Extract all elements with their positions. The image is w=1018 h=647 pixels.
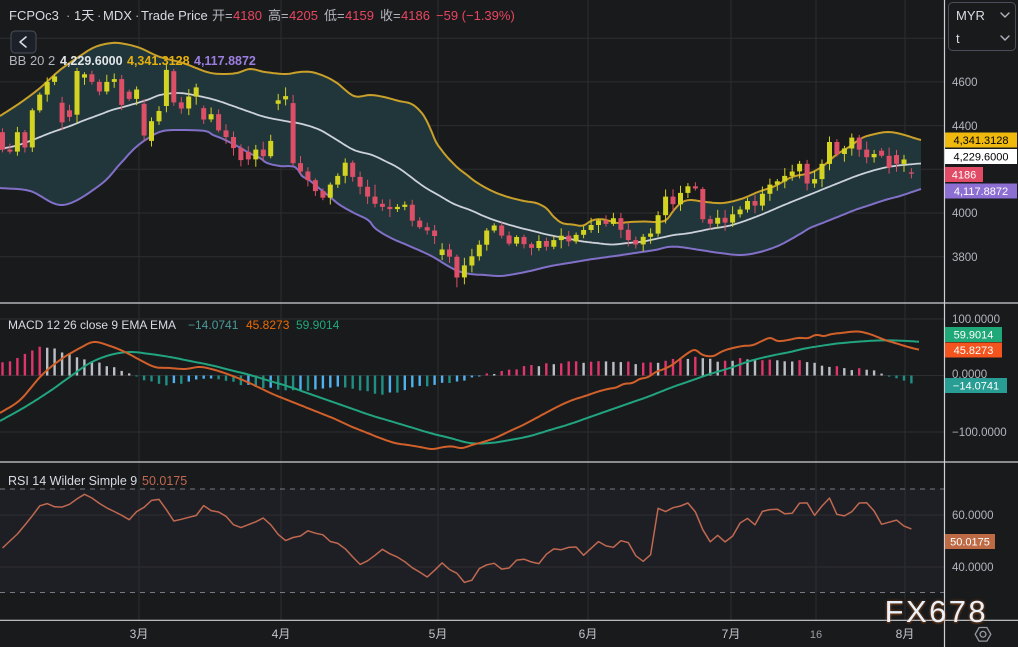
svg-text:·: · <box>135 8 139 23</box>
svg-text:4,117.8872: 4,117.8872 <box>954 186 1008 198</box>
svg-text:4,229.6000: 4,229.6000 <box>60 54 123 68</box>
svg-text:4186: 4186 <box>401 8 430 23</box>
svg-text:8月: 8月 <box>896 627 915 641</box>
svg-text:4600: 4600 <box>952 77 978 89</box>
svg-text:FCPOc3: FCPOc3 <box>9 8 59 23</box>
svg-text:1天: 1天 <box>74 8 94 23</box>
svg-text:59.9014: 59.9014 <box>296 318 340 332</box>
svg-text:5月: 5月 <box>429 627 448 641</box>
svg-text:4186: 4186 <box>952 170 976 182</box>
svg-text:−14.0741: −14.0741 <box>188 318 239 332</box>
svg-text:4000: 4000 <box>952 208 978 220</box>
svg-text:t: t <box>956 31 960 46</box>
svg-text:4,341.3128: 4,341.3128 <box>127 54 190 68</box>
svg-text:4,117.8872: 4,117.8872 <box>194 54 256 68</box>
svg-text:4180: 4180 <box>233 8 262 23</box>
svg-text:16: 16 <box>810 629 822 641</box>
svg-text:FX678: FX678 <box>885 594 988 629</box>
svg-text:Trade Price: Trade Price <box>141 8 208 23</box>
svg-text:−100.0000: −100.0000 <box>952 427 1007 439</box>
svg-text:3月: 3月 <box>130 627 149 641</box>
svg-text:40.0000: 40.0000 <box>952 562 994 574</box>
svg-text:4,229.6000: 4,229.6000 <box>953 152 1008 164</box>
svg-text:4月: 4月 <box>272 627 291 641</box>
svg-text:6月: 6月 <box>579 627 598 641</box>
svg-text:开=: 开= <box>212 8 233 23</box>
svg-text:BB 20 2: BB 20 2 <box>9 53 55 68</box>
svg-text:3800: 3800 <box>952 252 978 264</box>
svg-text:45.8273: 45.8273 <box>954 345 994 357</box>
svg-text:·: · <box>66 8 70 23</box>
svg-text:高=: 高= <box>268 8 289 23</box>
svg-text:−59 (−1.39%): −59 (−1.39%) <box>436 8 515 23</box>
svg-text:收=: 收= <box>380 8 401 23</box>
svg-text:低=: 低= <box>324 8 345 23</box>
svg-text:7月: 7月 <box>722 627 741 641</box>
svg-text:MACD 12 26 close 9 EMA EMA: MACD 12 26 close 9 EMA EMA <box>8 318 176 332</box>
svg-text:−14.0741: −14.0741 <box>953 381 999 393</box>
svg-text:MYR: MYR <box>956 8 985 23</box>
svg-text:100.0000: 100.0000 <box>952 314 1000 326</box>
svg-text:4,341.3128: 4,341.3128 <box>953 135 1008 147</box>
svg-text:RSI 14 Wilder Simple 9: RSI 14 Wilder Simple 9 <box>8 474 137 488</box>
svg-text:50.0175: 50.0175 <box>142 474 187 488</box>
svg-text:60.0000: 60.0000 <box>952 510 994 522</box>
svg-text:59.9014: 59.9014 <box>954 330 994 342</box>
svg-text:4400: 4400 <box>952 121 978 133</box>
svg-text:·: · <box>97 8 101 23</box>
svg-text:50.0175: 50.0175 <box>950 537 990 549</box>
svg-text:MDX: MDX <box>103 8 132 23</box>
svg-text:4205: 4205 <box>289 8 318 23</box>
svg-text:4159: 4159 <box>345 8 374 23</box>
svg-text:45.8273: 45.8273 <box>246 318 290 332</box>
